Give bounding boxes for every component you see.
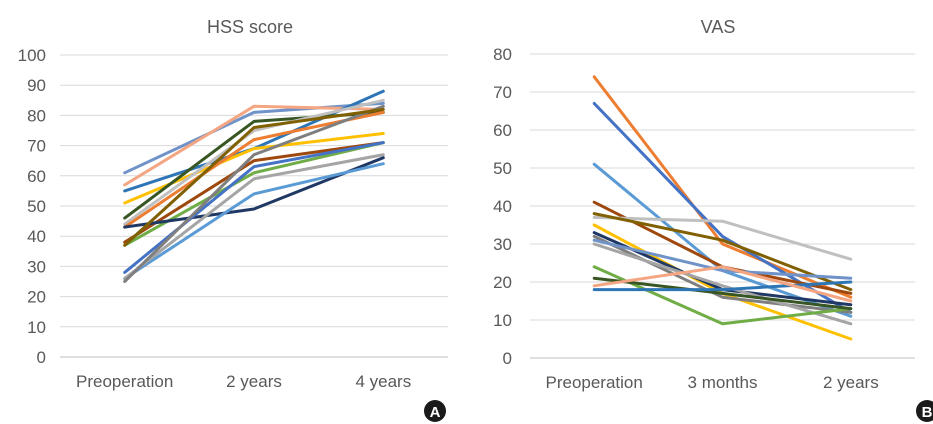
y-tick-label: 70 [27,137,46,156]
y-tick-label: 40 [493,197,512,216]
series-line [592,212,853,292]
y-tick-label: 20 [27,288,46,307]
y-tick-label: 100 [18,46,46,65]
panel-label-badge [916,400,933,422]
panel-label-text: A [430,404,441,421]
panel-a-title: HSS score [207,17,293,37]
y-tick-label: 50 [27,197,46,216]
series-line [592,75,853,299]
y-tick-label: 20 [493,273,512,292]
series-line [123,153,385,280]
series-line [592,265,853,326]
series-line [592,265,853,303]
y-tick-label: 10 [27,318,46,337]
y-tick-label: 40 [27,227,46,246]
series-line [123,141,385,244]
y-tick-label: 80 [493,45,512,64]
y-tick-label: 70 [493,83,512,102]
panel-a-plot: 0 10 20 30 40 50 60 70 80 90 100 Preoperation 2 year… [18,46,448,422]
series-line [592,101,853,314]
series-line [123,162,385,280]
series-line [592,242,853,326]
panel-b-title: VAS [701,17,736,37]
series-line [123,107,385,247]
y-tick-label: 80 [27,106,46,125]
series-line [592,215,853,261]
y-tick-label: 60 [27,167,46,186]
x-tick-label: 2 years [823,373,879,392]
y-tick-label: 60 [493,121,512,140]
series-line [123,104,385,283]
series-line [592,238,853,280]
series-line [123,98,385,226]
y-tick-label: 30 [493,235,512,254]
panel-b-plot: 0 10 20 30 40 50 60 70 80 Preoperation 3 months 2 y… [493,45,933,422]
y-tick-label: 30 [27,257,46,276]
y-tick-label: 50 [493,159,512,178]
x-tick-label: 2 years [226,372,282,391]
series-line [123,101,385,175]
y-tick-label: 0 [37,348,46,367]
x-tick-label: Preoperation [545,373,642,392]
panel-label-badge [424,400,446,422]
x-tick-label: 3 months [688,373,758,392]
series-line [592,280,853,292]
y-tick-label: 90 [27,76,46,95]
series-line [592,276,853,311]
x-tick-label: Preoperation [76,372,173,391]
series-line [123,104,385,187]
x-tick-label: 4 years [355,372,411,391]
panel-label-text: B [922,404,933,421]
y-tick-label: 10 [493,311,512,330]
y-tick-label: 0 [503,349,512,368]
